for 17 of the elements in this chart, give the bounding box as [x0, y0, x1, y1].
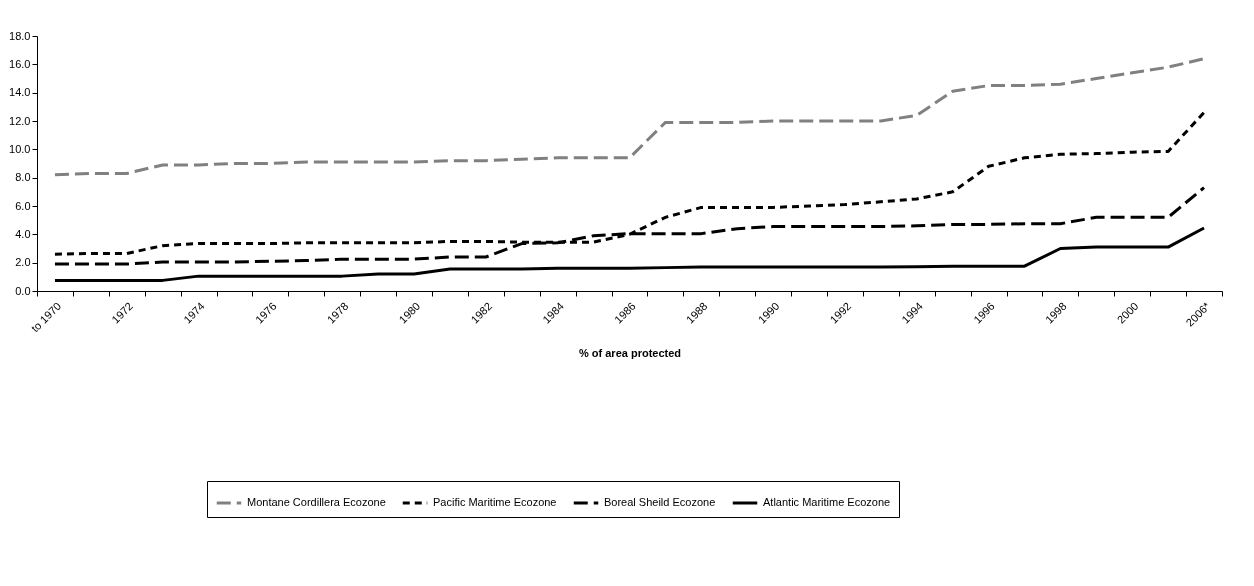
y-tick-label: 14.0 — [9, 86, 31, 99]
legend-label: Boreal Sheild Ecozone — [604, 496, 716, 508]
y-tick-label: 8.0 — [15, 171, 31, 184]
y-tick-label: 6.0 — [15, 199, 31, 212]
y-tick-label: 18.0 — [9, 29, 31, 42]
y-tick-label: 10.0 — [9, 142, 31, 155]
line-series — [53, 226, 1206, 282]
y-tick-label: 12.0 — [9, 114, 31, 127]
y-tick-label: 4.0 — [15, 227, 31, 240]
x-axis-title: % of area protected — [578, 347, 682, 360]
y-tick-label: 2.0 — [15, 256, 31, 269]
y-tick-label: 0.0 — [15, 284, 31, 297]
legend-label: Atlantic Maritime Ecozone — [763, 496, 891, 508]
legend-label: Pacific Maritime Ecozone — [433, 496, 557, 508]
line-series — [53, 57, 1206, 177]
y-tick-label: 16.0 — [9, 57, 31, 70]
legend-label: Montane Cordillera Ecozone — [247, 496, 386, 508]
